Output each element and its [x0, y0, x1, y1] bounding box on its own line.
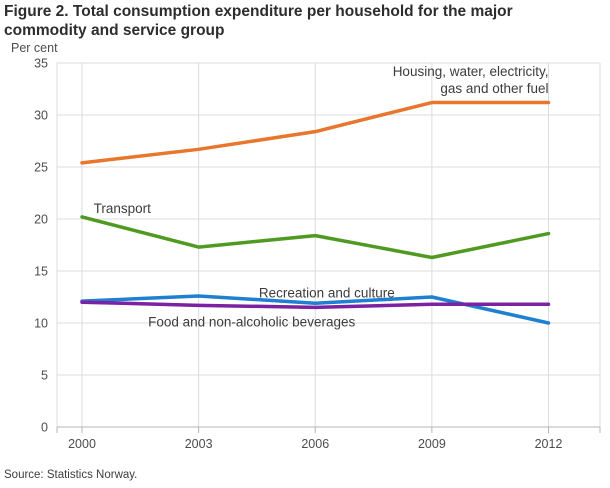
vertical-gridlines	[56, 63, 601, 427]
label-transport: Transport	[94, 201, 152, 216]
y-tick-label: 25	[34, 161, 48, 175]
x-tick-label: 2009	[418, 437, 446, 451]
horizontal-gridlines	[57, 62, 600, 428]
y-tick-label: 30	[34, 109, 48, 123]
series-line-transport	[80, 215, 551, 260]
y-tick-label: 20	[34, 213, 48, 227]
y-axis-unit-label: Per cent	[11, 41, 58, 55]
x-tick-label: 2012	[535, 437, 563, 451]
series-line-housing-water	[80, 100, 551, 165]
label-recreation: Recreation and culture	[259, 286, 395, 301]
series-line-food-and	[80, 300, 551, 310]
label-food: Food and non-alcoholic beverages	[148, 315, 355, 330]
y-tick-label: 0	[41, 421, 48, 435]
y-tick-label: 35	[34, 57, 48, 71]
y-tick-label: 10	[34, 317, 48, 331]
x-tick-label: 2003	[185, 437, 213, 451]
x-tick-label: 2006	[301, 437, 329, 451]
x-axis-ticks	[56, 427, 601, 433]
y-tick-label: 15	[34, 265, 48, 279]
y-tick-label: 5	[41, 369, 48, 383]
source-note: Source: Statistics Norway.	[4, 469, 138, 481]
label-housing: Housing, water, electricity, gas and othe…	[393, 64, 549, 96]
y-axis-labels: 0 5 10 15 20 25 30 35	[34, 57, 48, 435]
x-axis-labels: 2000 2003 2006 2009 2012	[68, 437, 562, 451]
figure-title: Figure 2. Total consumption expenditure …	[4, 3, 513, 39]
x-tick-label: 2000	[68, 437, 96, 451]
line-chart: 0 5 10 15 20 25 30 35 2000 2003 2006 2009 2012 Housin…	[34, 57, 601, 451]
